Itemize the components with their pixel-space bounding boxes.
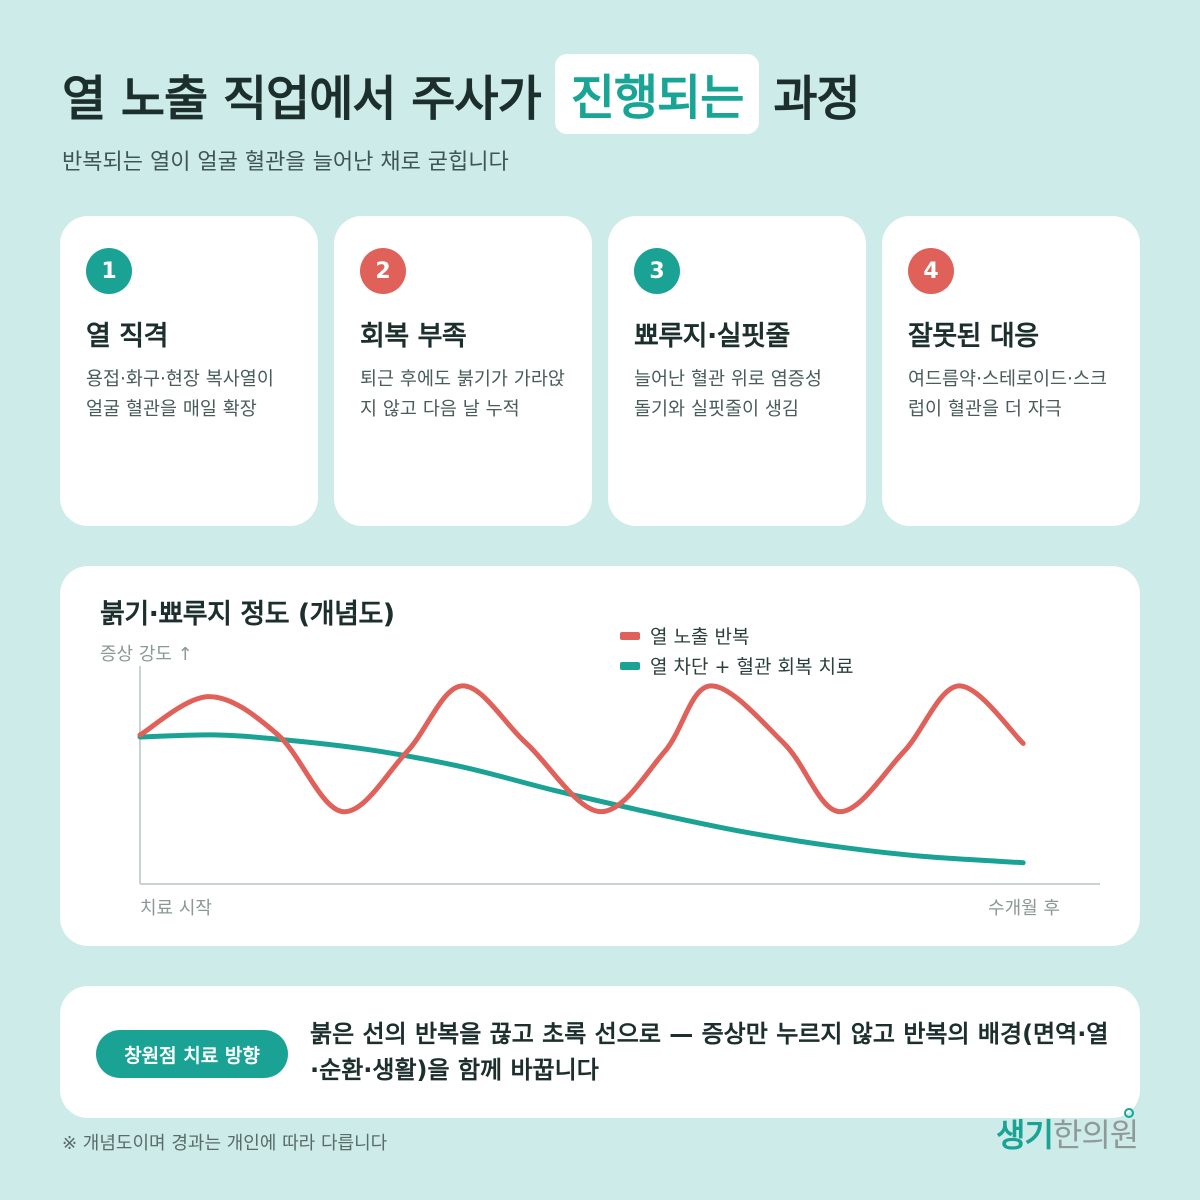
logo-part-1: 생기 (996, 1116, 1054, 1154)
legend-label-2: 열 차단 + 혈관 회복 치료 (650, 656, 853, 678)
y-axis-label: 증상 강도 ↑ (100, 644, 193, 665)
page-subtitle: 반복되는 열이 얼굴 혈관을 늘어난 채로 굳힙니다 (62, 150, 509, 175)
step-number-badge: 4 (908, 248, 954, 294)
step-title: 열 직격 (86, 321, 168, 352)
title-suffix: 과정 (773, 71, 860, 127)
legend-label-1: 열 노출 반복 (650, 626, 749, 648)
x-axis-end-label: 수개월 후 (988, 898, 1060, 919)
step-card-1: 1 열 직격 용접·화구·현장 복사열이 얼굴 혈관을 매일 확장 (60, 216, 318, 526)
step-description: 늘어난 혈관 위로 염증성 돌기와 실핏줄이 생김 (634, 369, 822, 420)
x-axis-start-label: 치료 시작 (140, 898, 212, 919)
treatment-direction-card: 창원점 치료 방향 붉은 선의 반복을 끊고 초록 선으로 — 증상만 누르지 … (60, 986, 1140, 1118)
step-title: 회복 부족 (360, 321, 467, 352)
chart-card: 붉기·뾰루지 정도 (개념도) 증상 강도 ↑ 치료 시작 수개월 후 열 노출 반복… (60, 566, 1140, 946)
step-number-badge: 3 (634, 248, 680, 294)
series-line-2 (137, 732, 1026, 866)
logo-dot-icon (1124, 1108, 1134, 1118)
page-title: 열 노출 직업에서 주사가 진행되는 과정 (62, 52, 861, 136)
treatment-direction-text: 붉은 선의 반복을 끊고 초록 선으로 — 증상만 누르지 않고 반복의 배경(… (310, 1020, 1109, 1084)
footnote: ※ 개념도이며 경과는 개인에 따라 다릅니다 (62, 1133, 388, 1154)
step-number-badge: 2 (360, 248, 406, 294)
step-title: 뾰루지·실핏줄 (634, 321, 790, 352)
logo-part-2: 한의원 (1052, 1116, 1139, 1154)
treatment-direction-badge: 창원점 치료 방향 (96, 1030, 288, 1078)
legend-swatch-1 (620, 632, 640, 640)
title-prefix: 열 노출 직업에서 주사가 (62, 71, 542, 127)
step-card-4: 4 잘못된 대응 여드름약·스테로이드·스크럽이 혈관을 더 자극 (882, 216, 1140, 526)
step-description: 용접·화구·현장 복사열이 얼굴 혈관을 매일 확장 (86, 369, 274, 420)
series-line-1 (137, 683, 1026, 815)
step-cards: 1 열 직격 용접·화구·현장 복사열이 얼굴 혈관을 매일 확장 2 회복 부… (60, 216, 1140, 526)
step-description: 퇴근 후에도 붉기가 가라앉지 않고 다음 날 누적 (360, 369, 565, 420)
chart-title: 붉기·뾰루지 정도 (개념도) (100, 599, 395, 630)
line-chart: 증상 강도 ↑ 치료 시작 수개월 후 열 노출 반복열 차단 + 혈관 회복 치료 (100, 626, 1100, 919)
step-card-3: 3 뾰루지·실핏줄 늘어난 혈관 위로 염증성 돌기와 실핏줄이 생김 (608, 216, 866, 526)
clinic-logo: 생기한의원 (996, 1108, 1139, 1156)
step-description: 여드름약·스테로이드·스크럽이 혈관을 더 자극 (908, 369, 1107, 420)
title-highlight: 진행되는 (554, 54, 760, 134)
step-title: 잘못된 대응 (908, 321, 1039, 352)
step-card-2: 2 회복 부족 퇴근 후에도 붉기가 가라앉지 않고 다음 날 누적 (334, 216, 592, 526)
step-number-badge: 1 (86, 248, 132, 294)
legend-swatch-2 (620, 662, 640, 670)
